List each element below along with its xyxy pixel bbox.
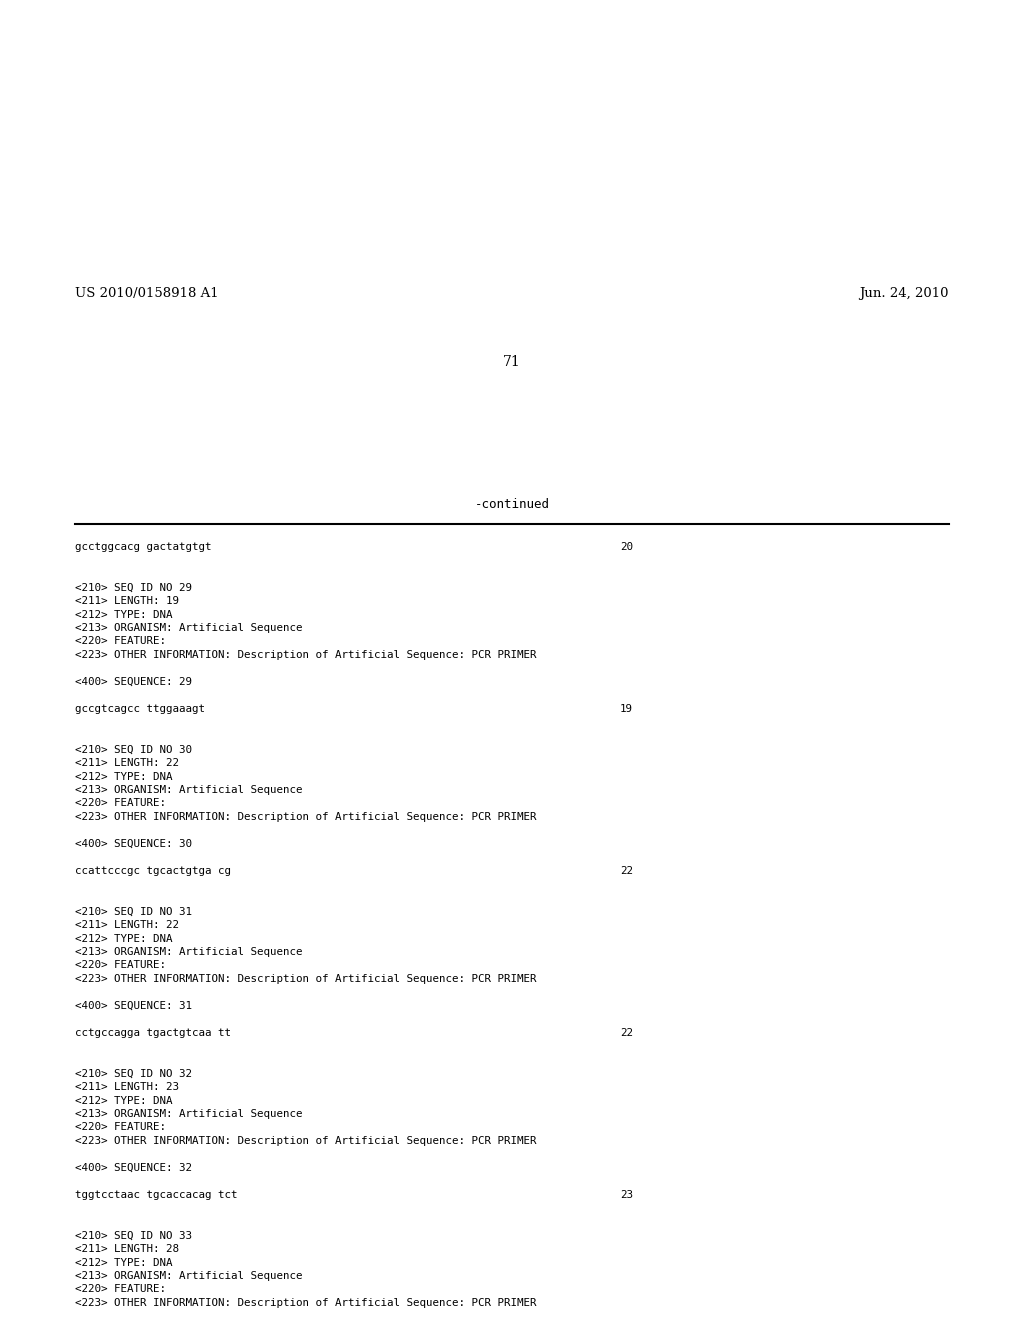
Text: 22: 22 — [620, 1028, 633, 1038]
Text: <211> LENGTH: 28: <211> LENGTH: 28 — [75, 1243, 179, 1254]
Text: <212> TYPE: DNA: <212> TYPE: DNA — [75, 1258, 172, 1267]
Text: <210> SEQ ID NO 31: <210> SEQ ID NO 31 — [75, 907, 193, 916]
Text: <210> SEQ ID NO 33: <210> SEQ ID NO 33 — [75, 1230, 193, 1241]
Text: 23: 23 — [620, 1191, 633, 1200]
Text: <223> OTHER INFORMATION: Description of Artificial Sequence: PCR PRIMER: <223> OTHER INFORMATION: Description of … — [75, 1137, 537, 1146]
Text: <212> TYPE: DNA: <212> TYPE: DNA — [75, 771, 172, 781]
Text: cctgccagga tgactgtcaa tt: cctgccagga tgactgtcaa tt — [75, 1028, 231, 1038]
Text: <223> OTHER INFORMATION: Description of Artificial Sequence: PCR PRIMER: <223> OTHER INFORMATION: Description of … — [75, 1298, 537, 1308]
Text: US 2010/0158918 A1: US 2010/0158918 A1 — [75, 286, 219, 300]
Text: <212> TYPE: DNA: <212> TYPE: DNA — [75, 1096, 172, 1106]
Text: <210> SEQ ID NO 30: <210> SEQ ID NO 30 — [75, 744, 193, 755]
Text: <211> LENGTH: 22: <211> LENGTH: 22 — [75, 758, 179, 768]
Text: <220> FEATURE:: <220> FEATURE: — [75, 961, 166, 970]
Text: ccattcccgc tgcactgtga cg: ccattcccgc tgcactgtga cg — [75, 866, 231, 876]
Text: <400> SEQUENCE: 31: <400> SEQUENCE: 31 — [75, 1001, 193, 1011]
Text: <220> FEATURE:: <220> FEATURE: — [75, 636, 166, 647]
Text: <212> TYPE: DNA: <212> TYPE: DNA — [75, 933, 172, 944]
Text: <220> FEATURE:: <220> FEATURE: — [75, 1122, 166, 1133]
Text: <400> SEQUENCE: 29: <400> SEQUENCE: 29 — [75, 677, 193, 686]
Text: <210> SEQ ID NO 29: <210> SEQ ID NO 29 — [75, 582, 193, 593]
Text: <223> OTHER INFORMATION: Description of Artificial Sequence: PCR PRIMER: <223> OTHER INFORMATION: Description of … — [75, 649, 537, 660]
Text: <400> SEQUENCE: 30: <400> SEQUENCE: 30 — [75, 840, 193, 849]
Text: -continued: -continued — [474, 498, 550, 511]
Text: <213> ORGANISM: Artificial Sequence: <213> ORGANISM: Artificial Sequence — [75, 785, 302, 795]
Text: <213> ORGANISM: Artificial Sequence: <213> ORGANISM: Artificial Sequence — [75, 1271, 302, 1280]
Text: 20: 20 — [620, 543, 633, 552]
Text: <213> ORGANISM: Artificial Sequence: <213> ORGANISM: Artificial Sequence — [75, 1109, 302, 1119]
Text: <213> ORGANISM: Artificial Sequence: <213> ORGANISM: Artificial Sequence — [75, 946, 302, 957]
Text: <220> FEATURE:: <220> FEATURE: — [75, 799, 166, 808]
Text: <211> LENGTH: 22: <211> LENGTH: 22 — [75, 920, 179, 931]
Text: Jun. 24, 2010: Jun. 24, 2010 — [859, 286, 949, 300]
Text: <213> ORGANISM: Artificial Sequence: <213> ORGANISM: Artificial Sequence — [75, 623, 302, 634]
Text: <400> SEQUENCE: 32: <400> SEQUENCE: 32 — [75, 1163, 193, 1173]
Text: <223> OTHER INFORMATION: Description of Artificial Sequence: PCR PRIMER: <223> OTHER INFORMATION: Description of … — [75, 974, 537, 983]
Text: 22: 22 — [620, 866, 633, 876]
Text: <211> LENGTH: 23: <211> LENGTH: 23 — [75, 1082, 179, 1092]
Text: 71: 71 — [503, 355, 521, 370]
Text: gccgtcagcc ttggaaagt: gccgtcagcc ttggaaagt — [75, 704, 205, 714]
Text: <211> LENGTH: 19: <211> LENGTH: 19 — [75, 597, 179, 606]
Text: <212> TYPE: DNA: <212> TYPE: DNA — [75, 610, 172, 619]
Text: <220> FEATURE:: <220> FEATURE: — [75, 1284, 166, 1295]
Text: tggtcctaac tgcaccacag tct: tggtcctaac tgcaccacag tct — [75, 1191, 238, 1200]
Text: 19: 19 — [620, 704, 633, 714]
Text: gcctggcacg gactatgtgt: gcctggcacg gactatgtgt — [75, 543, 212, 552]
Text: <210> SEQ ID NO 32: <210> SEQ ID NO 32 — [75, 1068, 193, 1078]
Text: <223> OTHER INFORMATION: Description of Artificial Sequence: PCR PRIMER: <223> OTHER INFORMATION: Description of … — [75, 812, 537, 822]
